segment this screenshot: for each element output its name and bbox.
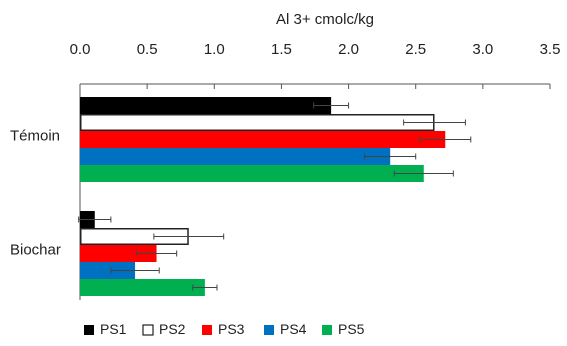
bar-ps3-biochar: [80, 245, 157, 262]
x-tick-label: 2.0: [338, 41, 359, 58]
bar-ps5-biochar: [80, 279, 205, 296]
x-tick-label: 0.5: [137, 41, 158, 58]
bar-ps4-témoin: [80, 148, 391, 165]
bars: [80, 97, 446, 296]
bar-ps4-biochar: [80, 262, 136, 279]
legend-label-ps2: PS2: [159, 321, 186, 337]
legend-label-ps4: PS4: [280, 321, 307, 337]
x-tick-label: 2.5: [405, 41, 426, 58]
legend-swatch-ps4: [264, 325, 274, 335]
legend-swatch-ps3: [202, 325, 212, 335]
x-tick-label: 3.5: [540, 41, 561, 58]
legend-label-ps1: PS1: [100, 321, 127, 337]
legend-label-ps3: PS3: [218, 321, 245, 337]
bar-ps3-témoin: [80, 131, 446, 148]
x-tick-label: 0.0: [70, 41, 91, 58]
x-tick-label: 1.0: [204, 41, 225, 58]
x-tick-label: 1.5: [271, 41, 292, 58]
bar-ps1-témoin: [80, 97, 332, 114]
legend: PS1 PS2 PS3 PS4 PS5: [84, 321, 365, 337]
x-axis-ticks: 0.0 0.5 1.0 1.5 2.0 2.5 3.0 3.5: [70, 41, 561, 89]
x-axis-title: Al 3+ cmolc/kg: [276, 11, 374, 28]
legend-label-ps5: PS5: [338, 321, 365, 337]
category-label-témoin: Témoin: [10, 127, 60, 144]
legend-swatch-ps2: [142, 324, 154, 336]
legend-swatch-ps1: [84, 325, 94, 335]
error-bars: [78, 102, 472, 291]
bar-ps2-témoin: [80, 114, 435, 131]
x-tick-label: 3.0: [472, 41, 493, 58]
category-label-biochar: Biochar: [10, 241, 61, 258]
legend-swatch-ps5: [322, 325, 332, 335]
category-labels: Témoin Biochar: [10, 127, 61, 258]
bar-ps5-témoin: [80, 165, 424, 182]
